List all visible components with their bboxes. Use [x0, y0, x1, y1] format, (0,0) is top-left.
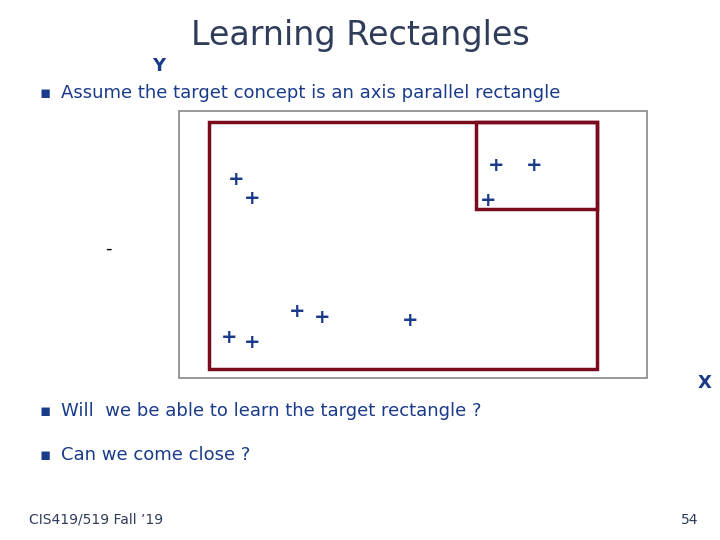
Text: Learning Rectangles: Learning Rectangles	[191, 19, 529, 52]
Bar	[476, 122, 597, 210]
Text: +: +	[488, 156, 504, 176]
Text: Can we come close ?: Can we come close ?	[61, 446, 251, 463]
Text: CIS419/519 Fall ’19: CIS419/519 Fall ’19	[29, 512, 163, 526]
Text: -: -	[104, 240, 112, 258]
Text: +: +	[221, 328, 237, 347]
Text: ▪: ▪	[40, 84, 51, 102]
Text: ▪: ▪	[40, 402, 51, 420]
Text: Y: Y	[152, 57, 165, 75]
Text: 54: 54	[681, 512, 698, 526]
Text: +: +	[243, 333, 260, 352]
Text: +: +	[314, 308, 330, 327]
Text: +: +	[243, 188, 260, 207]
Text: Will  we be able to learn the target rectangle ?: Will we be able to learn the target rect…	[61, 402, 482, 420]
Text: +: +	[526, 156, 542, 176]
Text: Assume the target concept is an axis parallel rectangle: Assume the target concept is an axis par…	[61, 84, 561, 102]
Text: +: +	[228, 170, 245, 190]
Text: +: +	[402, 310, 418, 330]
Text: +: +	[289, 302, 305, 321]
Bar	[209, 122, 597, 369]
Text: X: X	[698, 374, 711, 393]
Text: +: +	[480, 191, 497, 211]
Text: ▪: ▪	[40, 446, 51, 463]
